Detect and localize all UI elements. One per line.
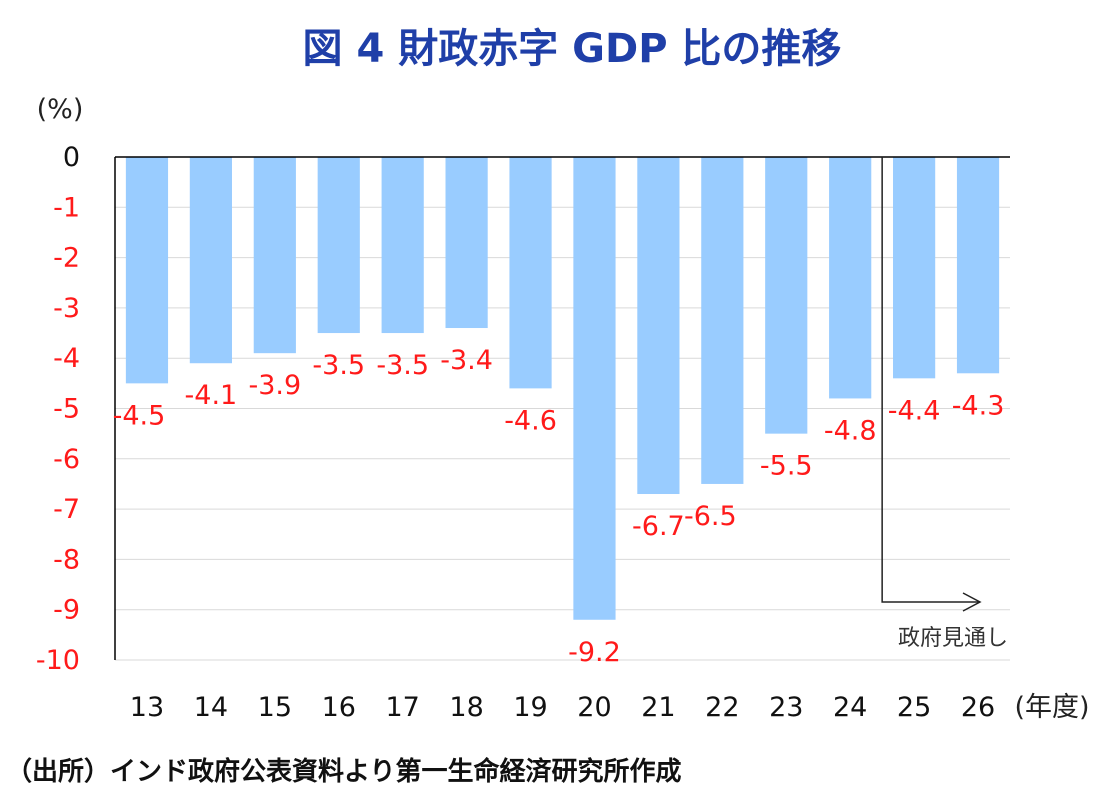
x-tick-label: 24: [833, 692, 867, 723]
data-label: -3.5: [312, 350, 365, 381]
forecast-annotation: 政府見通し: [881, 157, 1008, 651]
data-label: -4.6: [504, 405, 557, 436]
bar: [893, 157, 936, 379]
bars: [125, 157, 1000, 620]
y-tick-label: -7: [53, 494, 80, 525]
bar: [637, 157, 680, 495]
bar: [125, 157, 169, 384]
bar: [381, 157, 424, 334]
forecast-label: 政府見通し: [898, 626, 1008, 651]
x-tick-label: 13: [130, 692, 164, 723]
x-tick-label: 26: [961, 692, 995, 723]
y-tick-label: -5: [53, 394, 80, 425]
bar: [573, 157, 616, 620]
data-label: -5.5: [760, 451, 813, 482]
y-tick-labels: 0 -1 -2 -3 -4 -5 -6 -7 -8 -9 -10: [36, 142, 80, 676]
chart-title: 図 4 財政赤字 GDP 比の推移: [303, 26, 842, 72]
y-tick-label: -4: [53, 343, 80, 374]
bar: [829, 157, 872, 399]
y-axis-unit-label: (%): [37, 94, 84, 125]
y-tick-label: -3: [53, 293, 80, 324]
bar: [253, 157, 296, 354]
data-label: -3.4: [440, 345, 493, 376]
x-tick-label: 15: [258, 692, 292, 723]
bar: [509, 157, 552, 389]
y-tick-label: -10: [36, 645, 80, 676]
x-tick-label: 17: [385, 692, 419, 723]
bar: [189, 157, 232, 364]
x-axis-label: (年度): [1014, 692, 1089, 723]
y-tick-label: 0: [63, 142, 80, 173]
data-label: -6.5: [684, 501, 737, 532]
data-label: -3.9: [248, 370, 301, 401]
forecast-arrow: [881, 157, 980, 603]
bar: [445, 157, 488, 329]
data-label: -6.7: [632, 511, 685, 542]
data-label: -9.2: [568, 637, 621, 668]
data-label: -3.5: [376, 350, 429, 381]
y-tick-label: -1: [53, 192, 80, 223]
x-tick-label: 16: [322, 692, 356, 723]
x-tick-label: 19: [513, 692, 547, 723]
y-tick-label: -9: [53, 595, 80, 626]
x-tick-label: 14: [194, 692, 228, 723]
bar: [765, 157, 808, 434]
data-label: -4.1: [185, 380, 238, 411]
data-label: -4.4: [888, 395, 941, 426]
bar: [701, 157, 744, 484]
bar: [956, 157, 1000, 374]
forecast-arrowhead: [962, 592, 982, 612]
x-tick-label: 23: [769, 692, 803, 723]
x-tick-label: 22: [705, 692, 739, 723]
y-tick-label: -8: [53, 544, 80, 575]
x-tick-label: 25: [897, 692, 931, 723]
y-tick-label: -2: [53, 243, 80, 274]
x-tick-label: 18: [449, 692, 483, 723]
x-tick-labels: 13 14 15 16 17 18 19 20 21 22 23 24 25 26: [130, 692, 995, 723]
x-tick-label: 21: [641, 692, 675, 723]
y-tick-label: -6: [53, 444, 80, 475]
data-label: -4.8: [824, 415, 877, 446]
data-label: -4.5: [113, 400, 166, 431]
data-label: -4.3: [952, 390, 1005, 421]
axes: [114, 156, 1010, 660]
data-labels: -4.5 -4.1 -3.9 -3.5 -3.5 -3.4 -4.6 -9.2 -6.7 -6.5…: [113, 345, 1005, 668]
x-tick-label: 20: [577, 692, 611, 723]
source-note: （出所）インド政府公表資料より第一生命経済研究所作成: [6, 756, 681, 787]
bar: [317, 157, 360, 334]
